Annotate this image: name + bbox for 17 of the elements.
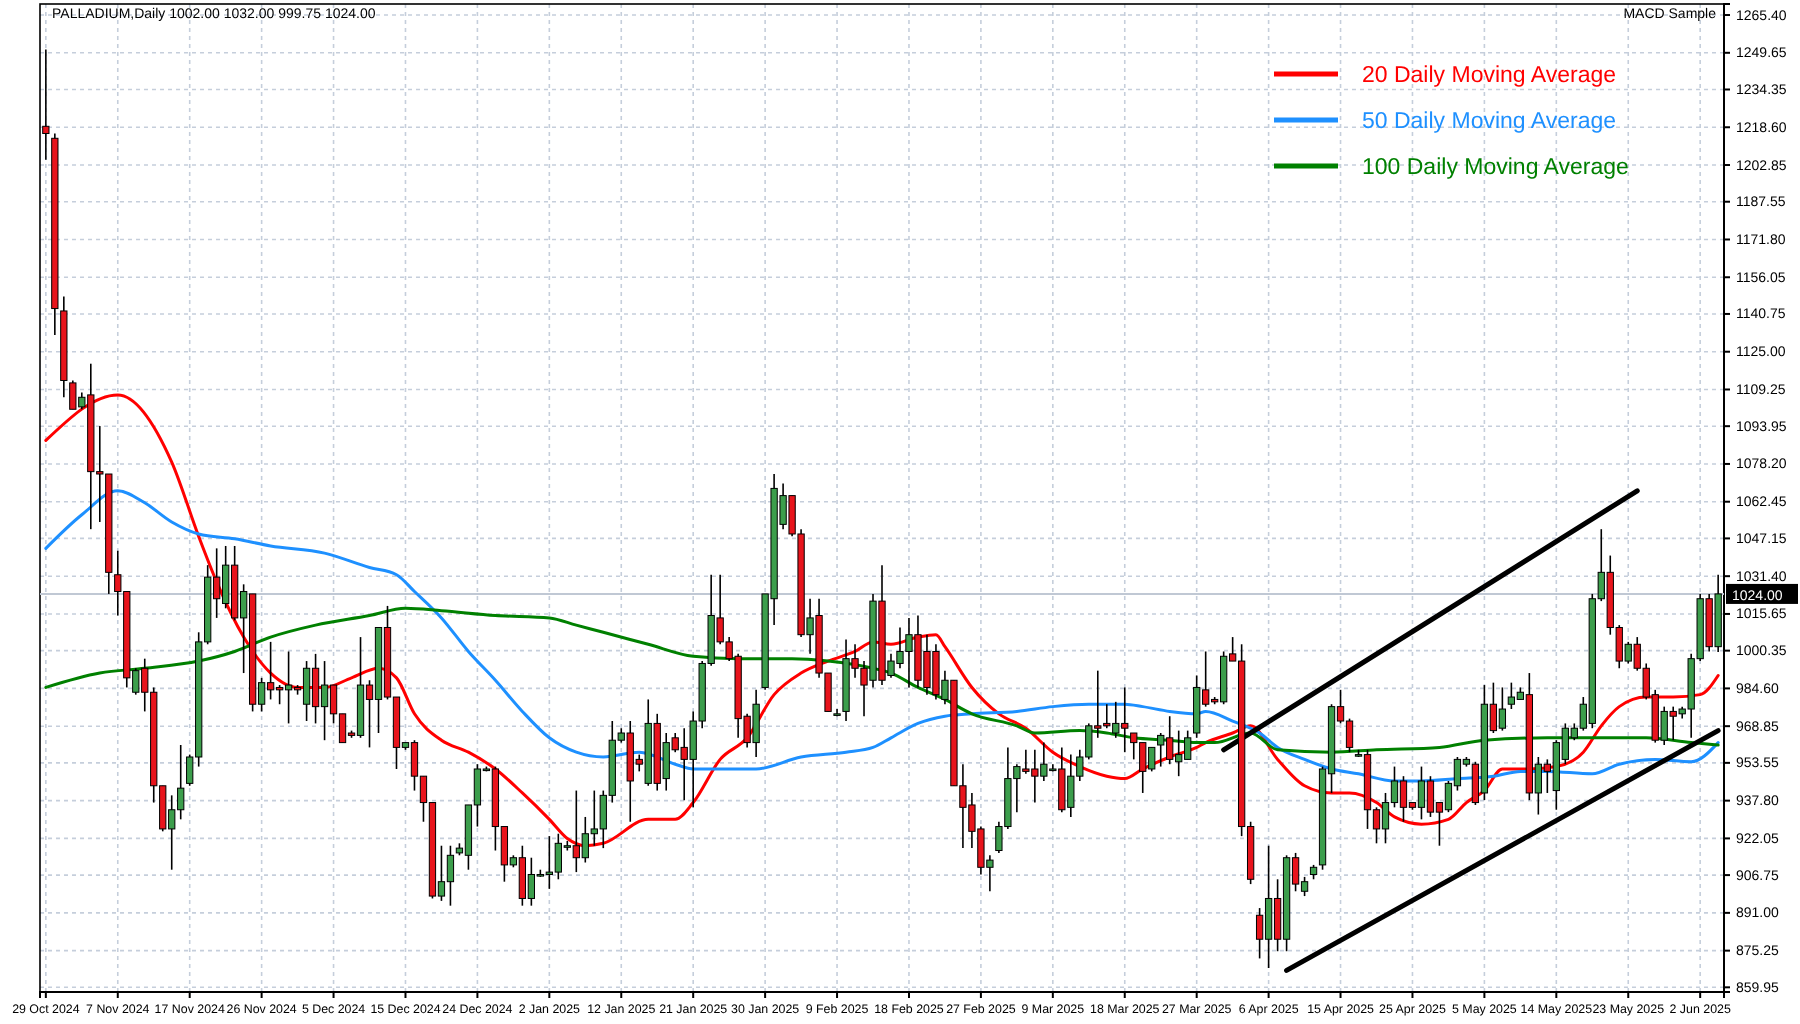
legend-label: 20 Daily Moving Average — [1362, 64, 1616, 88]
candlestick — [1507, 681, 1516, 710]
legend-label: 100 Daily Moving Average — [1362, 156, 1629, 180]
candlestick — [284, 650, 293, 725]
candlestick — [1498, 686, 1507, 732]
candlestick — [518, 844, 527, 907]
candlestick — [1399, 775, 1408, 823]
legend-label: 50 Daily Moving Average — [1362, 110, 1616, 134]
candlestick — [1417, 765, 1426, 821]
candlestick — [266, 641, 275, 701]
candlestick — [446, 844, 455, 907]
candlestick — [320, 660, 329, 741]
candlestick — [311, 653, 320, 725]
candlestick — [1426, 775, 1435, 818]
candlestick — [1193, 674, 1201, 739]
candlestick — [302, 660, 311, 722]
candlestick — [1264, 844, 1273, 969]
